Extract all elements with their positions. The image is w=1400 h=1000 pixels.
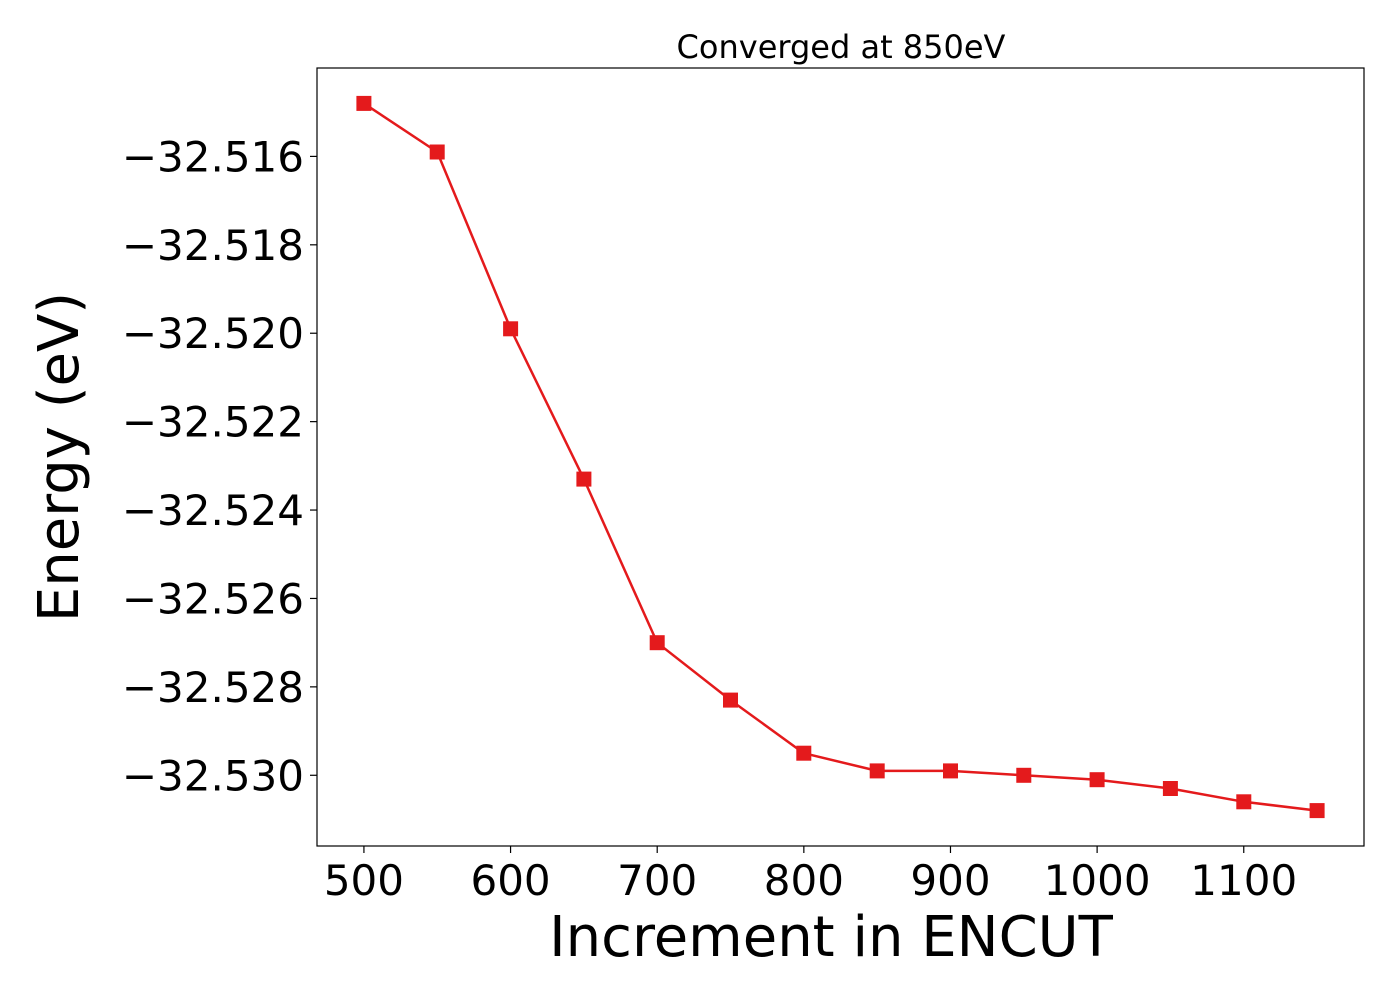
x-tick-label: 800 [764,856,844,905]
data-point [503,321,519,337]
x-tick-label: 600 [470,856,550,905]
y-tick-label: −32.520 [122,309,304,358]
data-point [1162,781,1178,796]
y-tick-label: −32.518 [122,221,304,270]
data-point [576,471,592,487]
x-tick-label: 700 [617,856,697,905]
x-axis: 500 600 700 800 900 1000 1100 [324,846,1297,905]
y-tick-label: −32.528 [122,663,304,712]
series-line [363,102,1318,812]
series-layer [356,95,1325,819]
y-axis: −32.516 −32.518 −32.520 −32.522 −32.524 −32.5… [122,132,317,800]
data-point [1309,803,1325,819]
x-tick-label: 1000 [1044,856,1151,905]
x-tick-label: 500 [324,856,404,905]
x-axis-label: Increment in ENCUT [549,905,1114,970]
data-point [869,763,885,779]
data-point [1089,772,1105,788]
y-tick-label: −32.530 [122,751,304,800]
chart-title: Converged at 850eV [677,28,1006,66]
data-point [356,95,372,111]
y-tick-label: −32.522 [122,398,304,447]
data-point [723,692,738,708]
x-tick-label: 900 [910,856,990,905]
y-tick-label: −32.524 [122,486,304,535]
y-tick-label: −32.516 [122,132,304,181]
y-tick-label: −32.526 [122,574,304,623]
y-axis-label: Energy (eV) [27,292,92,622]
data-point [429,144,445,160]
data-point [943,763,958,779]
data-point [1016,767,1032,783]
x-tick-label: 1100 [1190,856,1297,905]
plot-frame [316,67,1365,847]
data-point [1236,794,1252,810]
data-point [649,635,665,651]
data-point [796,745,812,761]
